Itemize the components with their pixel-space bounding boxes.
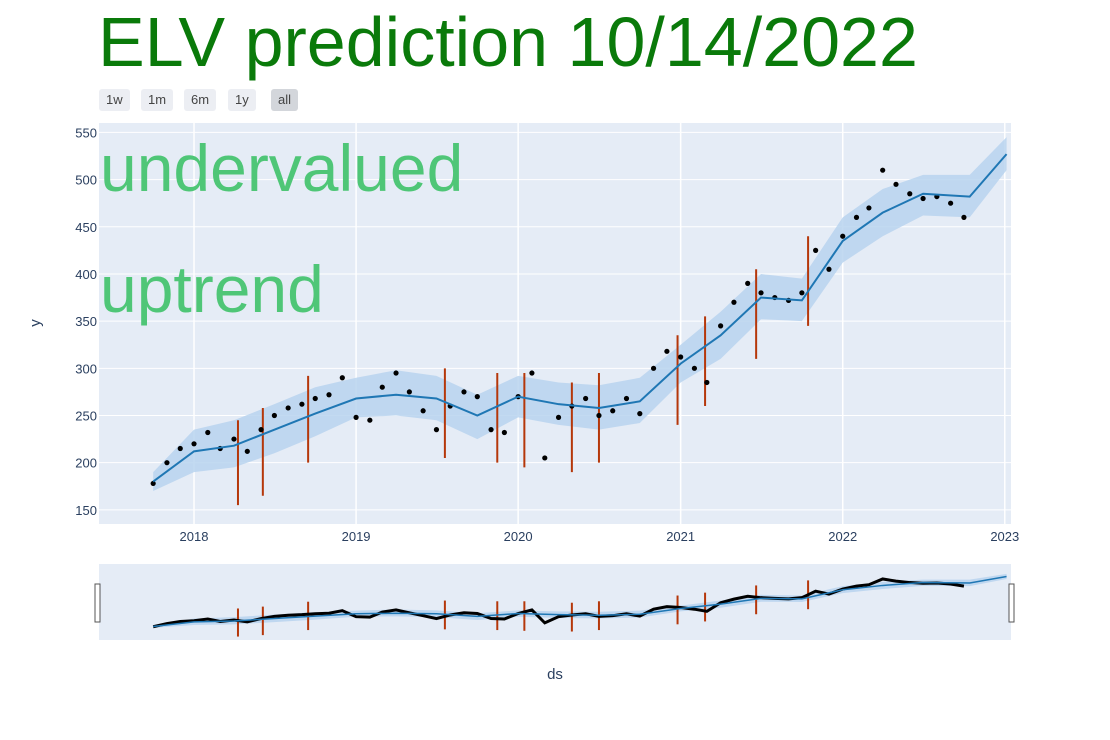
data-point bbox=[718, 323, 724, 329]
x-tick-labels: 2018 2019 2020 2021 2022 2023 bbox=[180, 529, 1020, 544]
data-point bbox=[150, 480, 156, 487]
data-point bbox=[433, 427, 440, 433]
x-tick-label: 2021 bbox=[666, 529, 695, 544]
data-point bbox=[367, 417, 373, 423]
y-tick-label: 450 bbox=[75, 220, 97, 235]
data-point bbox=[758, 290, 764, 296]
changepoint-lines bbox=[236, 236, 810, 506]
data-point bbox=[880, 167, 886, 173]
y-tick-label: 150 bbox=[75, 503, 97, 518]
rangeslider-handle-left[interactable] bbox=[94, 583, 101, 623]
data-point bbox=[664, 348, 670, 354]
y-tick-label: 250 bbox=[75, 408, 97, 423]
data-point bbox=[650, 365, 657, 371]
y-tick-label: 500 bbox=[75, 173, 97, 188]
uncertainty-band bbox=[153, 137, 1007, 491]
data-point bbox=[406, 389, 412, 395]
data-point bbox=[244, 448, 250, 454]
x-tick-label: 2018 bbox=[180, 529, 209, 544]
data-point bbox=[920, 195, 926, 202]
x-axis-title: ds bbox=[547, 666, 563, 683]
data-point bbox=[285, 405, 291, 411]
y-tick-label: 400 bbox=[75, 267, 97, 282]
data-point bbox=[813, 247, 819, 253]
x-tick-label: 2023 bbox=[990, 529, 1019, 544]
data-point bbox=[420, 408, 426, 414]
data-point bbox=[731, 299, 737, 305]
actual-points bbox=[150, 167, 967, 487]
data-point bbox=[542, 455, 548, 461]
y-tick-label: 200 bbox=[75, 456, 97, 471]
range-button-1m[interactable]: 1m bbox=[141, 89, 174, 111]
data-point bbox=[353, 414, 359, 420]
data-point bbox=[623, 395, 630, 402]
y-tick-label: 350 bbox=[75, 314, 97, 329]
range-button-all[interactable]: all bbox=[271, 89, 299, 111]
data-point bbox=[637, 411, 643, 417]
data-point bbox=[948, 200, 954, 206]
data-point bbox=[555, 414, 562, 420]
data-point bbox=[231, 436, 237, 442]
range-button-1w[interactable]: 1w bbox=[99, 89, 130, 111]
data-point bbox=[312, 395, 318, 402]
data-point bbox=[691, 365, 698, 371]
data-point bbox=[745, 280, 751, 286]
data-point bbox=[583, 395, 589, 402]
x-tick-label: 2022 bbox=[828, 529, 857, 544]
data-point bbox=[339, 375, 345, 381]
data-point bbox=[826, 266, 832, 272]
trend-line bbox=[152, 153, 1008, 483]
data-point bbox=[488, 427, 494, 433]
data-point bbox=[258, 427, 264, 433]
x-tick-label: 2020 bbox=[504, 529, 533, 544]
data-point bbox=[326, 392, 332, 398]
y-axis-title: y bbox=[27, 319, 44, 327]
data-point bbox=[393, 370, 399, 376]
data-point bbox=[191, 441, 197, 447]
data-point bbox=[501, 429, 507, 436]
rangeslider-content bbox=[152, 573, 1007, 637]
data-point bbox=[299, 401, 305, 407]
data-point bbox=[205, 429, 211, 436]
rangeslider-handle-right[interactable] bbox=[1008, 583, 1015, 623]
data-point bbox=[853, 214, 860, 220]
data-point bbox=[893, 181, 899, 187]
data-point bbox=[461, 389, 467, 395]
y-tick-label: 300 bbox=[75, 361, 97, 376]
data-point bbox=[271, 412, 277, 419]
annotation-undervalued: undervalued bbox=[100, 131, 463, 205]
y-tick-label: 550 bbox=[75, 125, 97, 140]
data-point bbox=[678, 354, 684, 360]
range-button-6m[interactable]: 6m bbox=[184, 89, 217, 111]
data-point bbox=[704, 379, 710, 386]
data-point bbox=[474, 394, 480, 400]
data-point bbox=[866, 205, 872, 211]
x-tick-label: 2019 bbox=[342, 529, 371, 544]
data-point bbox=[840, 233, 846, 239]
data-point bbox=[799, 290, 805, 296]
data-point bbox=[610, 408, 616, 414]
data-point bbox=[529, 370, 535, 376]
data-point bbox=[907, 191, 913, 197]
data-point bbox=[164, 460, 170, 466]
data-point bbox=[596, 412, 602, 419]
data-point bbox=[177, 445, 183, 452]
rangeslider-area[interactable] bbox=[99, 564, 1011, 640]
uncertainty-band-area bbox=[153, 137, 1007, 491]
rangeslider-trend-line bbox=[153, 575, 1007, 628]
rangeslider-band bbox=[153, 573, 1007, 628]
chart-title: ELV prediction 10/14/2022 bbox=[98, 3, 918, 81]
data-point bbox=[961, 214, 967, 220]
y-tick-labels: 150 200 250 300 350 400 450 500 550 bbox=[75, 125, 97, 517]
annotation-uptrend: uptrend bbox=[100, 252, 324, 326]
range-button-1y[interactable]: 1y bbox=[228, 89, 256, 111]
rangeslider-actual-line bbox=[152, 577, 965, 629]
data-point bbox=[379, 384, 385, 390]
trend-line-path bbox=[152, 153, 1008, 483]
